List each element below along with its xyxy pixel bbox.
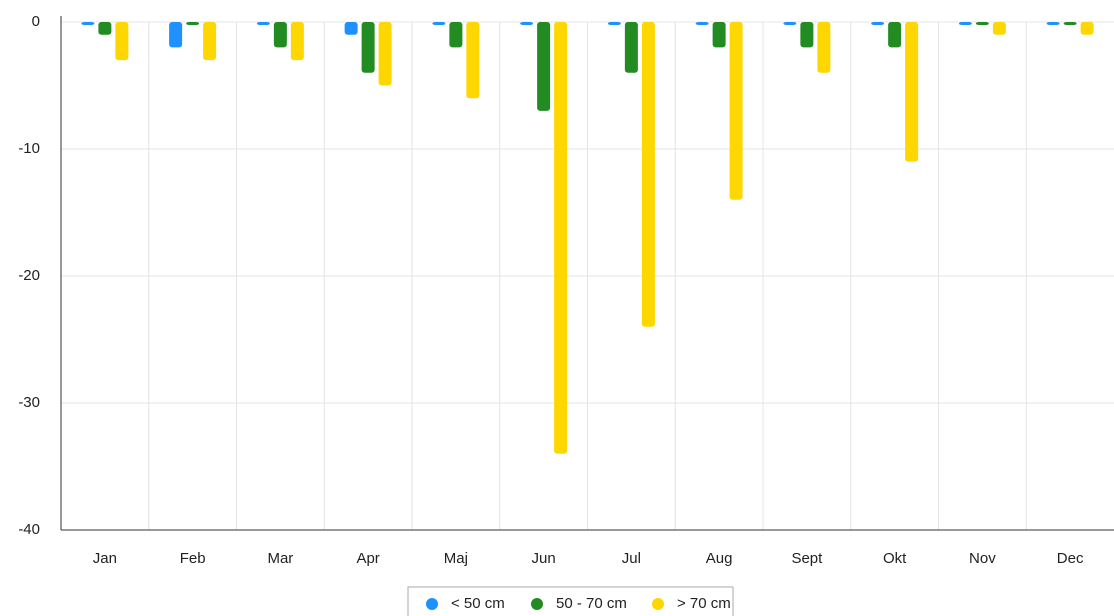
legend-swatch [531, 598, 543, 610]
bar [169, 22, 183, 48]
bar [203, 22, 217, 61]
bar [115, 22, 129, 61]
bar [432, 22, 446, 25]
y-tick-label: -10 [18, 140, 40, 157]
bar [1080, 22, 1094, 35]
x-tick-label: Apr [356, 550, 379, 567]
bar [958, 22, 972, 25]
bar [186, 22, 200, 25]
legend-box [407, 586, 734, 616]
bar [975, 22, 989, 25]
legend-label: < 50 cm [451, 595, 505, 612]
bar [378, 22, 392, 86]
bar [361, 22, 375, 73]
y-tick-label: 0 [32, 13, 40, 30]
bar [466, 22, 480, 99]
bar [888, 22, 902, 48]
legend-label: 50 - 70 cm [556, 595, 627, 612]
y-tick-label: -40 [18, 521, 40, 538]
bar [871, 22, 885, 25]
bar [256, 22, 270, 25]
x-tick-label: Jun [532, 550, 556, 567]
bar [992, 22, 1006, 35]
bar [290, 22, 304, 61]
bar [449, 22, 463, 48]
x-tick-label: Sept [791, 550, 823, 567]
bar [712, 22, 726, 48]
bar [98, 22, 112, 35]
x-tick-label: Okt [883, 550, 907, 567]
x-tick-label: Dec [1057, 550, 1084, 567]
bar [1046, 22, 1060, 25]
bar [554, 22, 568, 454]
legend-swatch [426, 598, 438, 610]
bar [273, 22, 287, 48]
bar [905, 22, 919, 162]
y-tick-label: -30 [18, 394, 40, 411]
bar [783, 22, 797, 25]
bar [537, 22, 551, 111]
bar [1063, 22, 1077, 25]
x-tick-label: Jul [622, 550, 641, 567]
bar [607, 22, 621, 25]
y-tick-label: -20 [18, 267, 40, 284]
bar [520, 22, 534, 25]
bar [624, 22, 638, 73]
bar [817, 22, 831, 73]
x-tick-label: Jan [93, 550, 117, 567]
bar [729, 22, 743, 200]
x-tick-label: Mar [267, 550, 293, 567]
bar [695, 22, 709, 25]
bar [800, 22, 814, 48]
bar [344, 22, 358, 35]
x-tick-label: Maj [444, 550, 468, 567]
bar [641, 22, 655, 327]
bar [81, 22, 95, 25]
legend-label: > 70 cm [677, 595, 731, 612]
x-tick-label: Aug [706, 550, 733, 567]
legend-swatch [652, 598, 664, 610]
x-tick-label: Nov [969, 550, 996, 567]
x-tick-label: Feb [180, 550, 206, 567]
